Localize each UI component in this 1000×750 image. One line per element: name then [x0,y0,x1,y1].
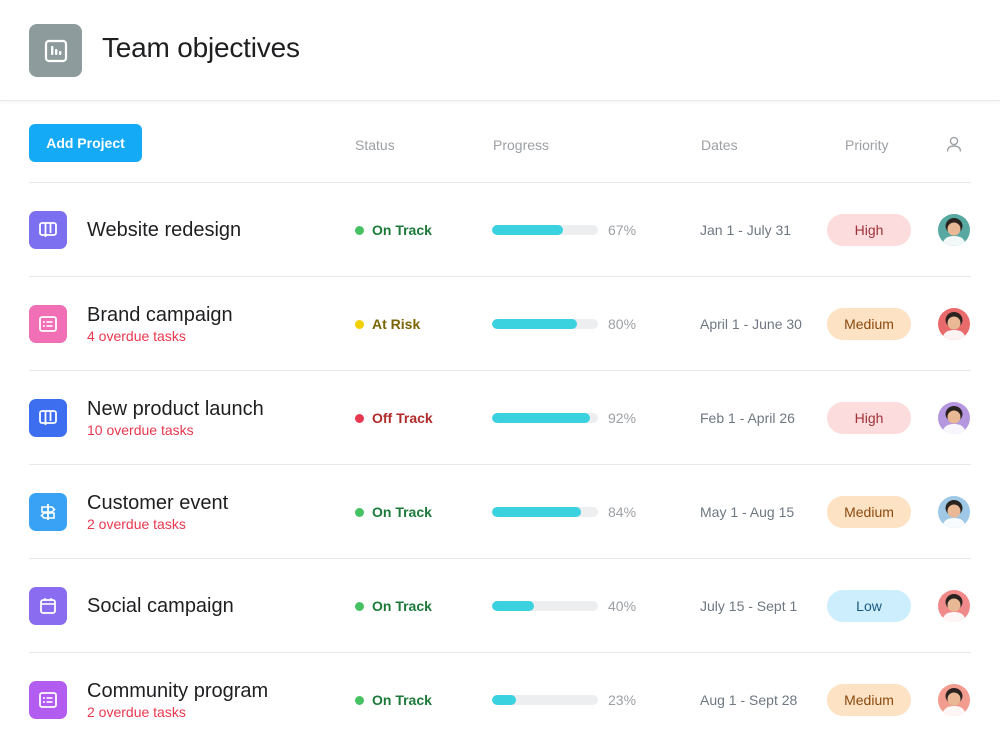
progress-bar [492,319,598,329]
priority-badge[interactable]: Low [827,590,911,622]
priority-badge[interactable]: Medium [827,684,911,716]
status-badge[interactable]: On Track [355,559,432,653]
page-header: Team objectives [0,0,1000,101]
project-name[interactable]: Customer event [87,492,229,514]
project-title-block: Social campaign [87,559,234,653]
project-title-block: Community program 2 overdue tasks [87,653,268,747]
status-badge[interactable]: At Risk [355,277,420,371]
project-title-block: Website redesign [87,183,241,277]
board-icon [29,211,67,249]
avatar[interactable] [938,402,970,434]
table-row[interactable]: Community program 2 overdue tasks On Track… [29,652,971,746]
date-range[interactable]: July 15 - Sept 1 [700,598,798,614]
status-dot [355,225,364,235]
status-dot [355,413,364,423]
project-name[interactable]: New product launch [87,398,264,420]
progress-percent: 92% [608,410,637,426]
column-header-dates[interactable]: Dates [701,137,738,153]
date-range[interactable]: Feb 1 - April 26 [700,410,795,426]
project-title-block: Brand campaign 4 overdue tasks [87,277,233,371]
page-title: Team objectives [102,32,300,63]
project-list: Website redesign On Track 67% Jan 1 - July … [29,182,971,746]
progress-bar [492,413,598,423]
progress-fill [492,225,564,235]
project-name[interactable]: Brand campaign [87,304,233,326]
progress-fill [492,319,577,329]
table-header: Add Project Status Progress Dates Priori… [0,101,1000,183]
status-dot [355,601,364,611]
status-label: On Track [372,222,432,238]
add-project-button[interactable]: Add Project [29,124,142,162]
avatar[interactable] [938,308,970,340]
progress-fill [492,507,582,517]
status-badge[interactable]: On Track [355,183,432,277]
progress-fill [492,695,517,705]
person-icon[interactable] [945,135,963,153]
status-dot [355,507,364,517]
bar-chart-icon [29,24,82,77]
status-dot [355,319,364,329]
calendar-icon [29,587,67,625]
priority-badge[interactable]: Medium [827,496,911,528]
date-range[interactable]: Jan 1 - July 31 [700,222,792,238]
column-header-progress[interactable]: Progress [493,137,550,153]
table-row[interactable]: Brand campaign 4 overdue tasks At Risk 80% A… [29,276,971,370]
status-label: On Track [372,504,432,520]
signpost-icon [29,493,67,531]
table-row[interactable]: Website redesign On Track 67% Jan 1 - July … [29,182,971,276]
avatar[interactable] [938,496,970,528]
progress-bar [492,695,598,705]
overdue-tasks-link[interactable]: 2 overdue tasks [87,516,186,532]
status-badge[interactable]: On Track [355,465,432,559]
overdue-tasks-link[interactable]: 2 overdue tasks [87,704,186,720]
column-header-status[interactable]: Status [355,137,395,153]
progress-bar [492,225,598,235]
progress-bar [492,507,598,517]
project-name[interactable]: Website redesign [87,219,242,241]
progress-percent: 84% [608,504,637,520]
progress-percent: 67% [608,222,637,238]
avatar[interactable] [938,684,970,716]
progress-fill [492,413,590,423]
list-icon [29,681,67,719]
progress-fill [492,601,535,611]
status-label: Off Track [372,410,433,426]
table-row[interactable]: Social campaign On Track 40% July 15 - Sept… [29,558,971,652]
date-range[interactable]: May 1 - Aug 15 [700,504,795,520]
overdue-tasks-link[interactable]: 10 overdue tasks [87,422,194,438]
progress-percent: 40% [608,598,637,614]
status-badge[interactable]: Off Track [355,371,433,465]
priority-badge[interactable]: High [827,402,911,434]
status-badge[interactable]: On Track [355,653,432,747]
avatar[interactable] [938,214,970,246]
status-label: On Track [372,692,432,708]
priority-badge[interactable]: Medium [827,308,911,340]
progress-percent: 80% [608,316,637,332]
overdue-tasks-link[interactable]: 4 overdue tasks [87,328,186,344]
progress-percent: 23% [608,692,637,708]
progress-bar [492,601,598,611]
date-range[interactable]: April 1 - June 30 [700,316,802,332]
list-icon [29,305,67,343]
avatar[interactable] [938,590,970,622]
project-name[interactable]: Community program [87,680,269,702]
priority-badge[interactable]: High [827,214,911,246]
column-header-priority[interactable]: Priority [845,137,889,153]
project-name[interactable]: Social campaign [87,595,234,617]
date-range[interactable]: Aug 1 - Sept 28 [700,692,798,708]
status-label: On Track [372,598,432,614]
project-title-block: Customer event 2 overdue tasks [87,465,228,559]
status-label: At Risk [372,316,421,332]
board-icon [29,399,67,437]
table-row[interactable]: New product launch 10 overdue tasks Off Tr… [29,370,971,464]
status-dot [355,695,364,705]
project-title-block: New product launch 10 overdue tasks [87,371,264,465]
table-row[interactable]: Customer event 2 overdue tasks On Track 84%… [29,464,971,558]
